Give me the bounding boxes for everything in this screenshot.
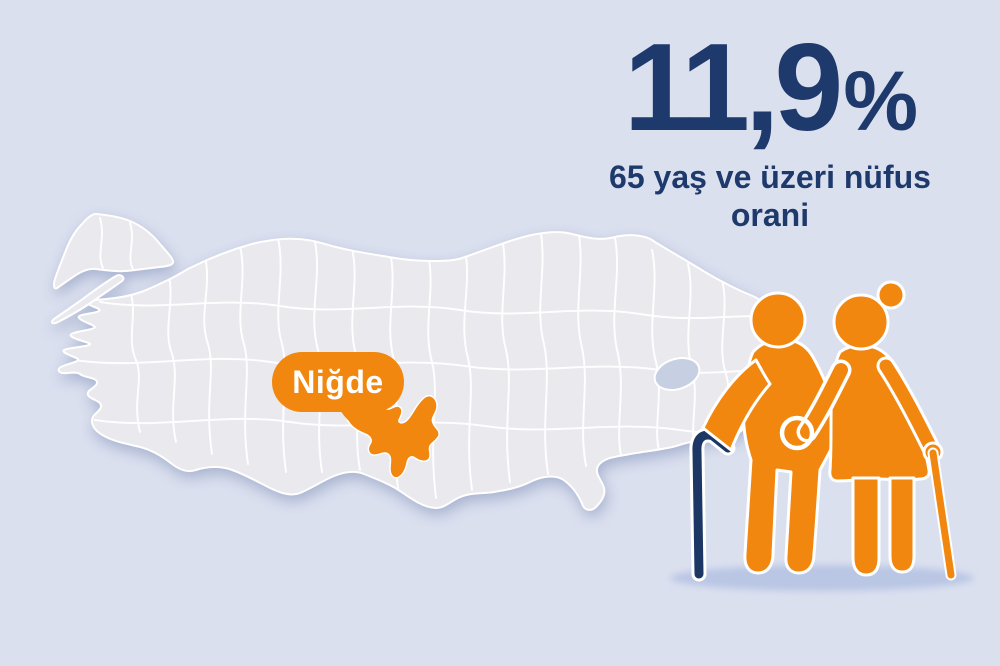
man-arm [701,358,772,452]
map-gallipoli-peninsula [50,274,125,325]
woman-leg-right [888,476,916,574]
turkey-map [50,213,766,511]
region-bubble-shape [272,352,404,440]
stat-value: 11,9 [623,19,843,157]
woman-head [832,293,890,351]
woman-leg-left [851,476,881,577]
bubble-body [272,352,404,412]
elderly-couple-illustration [670,280,974,591]
stat-block: 11,9% 65 yaş ve üzeri nüfus orani [530,26,1000,234]
percent-sign: % [843,54,918,148]
lake-van [653,357,701,391]
stat-label-line2: orani [730,197,810,233]
ground-shadow [670,565,974,591]
man-body [741,337,837,575]
map-thrace [52,213,175,290]
region-label: Niğde [292,363,384,400]
woman-arm-right [879,359,939,457]
stat-label: 65 yaş ve üzeri nüfus orani [530,158,1000,234]
woman-cane [929,449,955,579]
stat-number: 11,9% [530,26,1000,150]
woman-hair-bun [876,280,906,310]
man-head [749,291,807,349]
hands-clasp-ring [779,415,815,451]
stat-label-line1: 65 yaş ve üzeri nüfus [609,159,931,195]
